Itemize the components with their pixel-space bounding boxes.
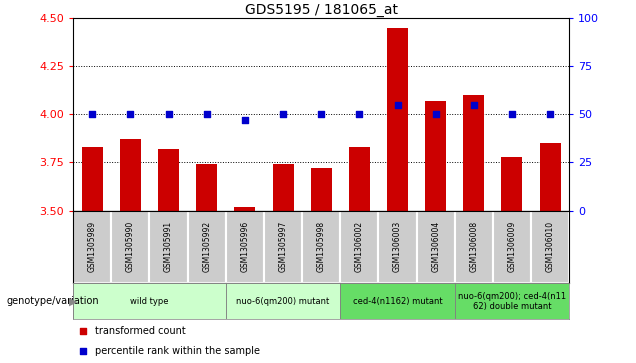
Text: wild type: wild type [130,297,169,306]
Bar [531,211,569,283]
Bar [120,139,141,211]
Bar [188,211,226,283]
Bar [540,143,561,211]
Bar [73,283,226,319]
Bar [235,207,256,211]
Text: GSM1306008: GSM1306008 [469,221,478,272]
Bar [463,95,485,211]
Point [316,111,326,117]
Text: GSM1305997: GSM1305997 [279,221,287,273]
Text: GSM1306004: GSM1306004 [431,221,440,273]
Point [78,348,88,354]
Text: GSM1306009: GSM1306009 [508,221,516,273]
Text: GSM1305991: GSM1305991 [164,221,173,272]
Bar [226,211,264,283]
Bar [226,283,340,319]
Point [87,111,97,117]
Text: GSM1306010: GSM1306010 [546,221,555,272]
Bar [417,211,455,283]
Bar [73,211,111,283]
Point [431,111,441,117]
Point [545,111,555,117]
Bar [197,164,218,211]
Point [392,102,403,107]
Text: GSM1305996: GSM1305996 [240,221,249,273]
Bar [149,211,188,283]
Text: GSM1305989: GSM1305989 [88,221,97,272]
Bar [387,28,408,211]
Point [163,111,174,117]
Bar [493,211,531,283]
Bar [455,211,493,283]
Text: GSM1306002: GSM1306002 [355,221,364,272]
Point [78,328,88,334]
Bar [455,283,569,319]
Text: GSM1305998: GSM1305998 [317,221,326,272]
Bar [425,101,446,211]
Bar [111,211,149,283]
Text: ▶: ▶ [69,296,78,306]
Bar [340,211,378,283]
Bar [349,147,370,211]
Bar [158,149,179,211]
Title: GDS5195 / 181065_at: GDS5195 / 181065_at [245,3,398,17]
Point [507,111,517,117]
Bar [81,147,103,211]
Bar [273,164,294,211]
Text: GSM1306003: GSM1306003 [393,221,402,273]
Point [354,111,364,117]
Bar [311,168,332,211]
Bar [501,157,523,211]
Text: GSM1305992: GSM1305992 [202,221,211,272]
Bar [378,211,417,283]
Text: ced-4(n1162) mutant: ced-4(n1162) mutant [353,297,442,306]
Point [202,111,212,117]
Point [278,111,288,117]
Point [240,117,250,123]
Text: nuo-6(qm200); ced-4(n11
62) double mutant: nuo-6(qm200); ced-4(n11 62) double mutan… [458,291,566,311]
Point [469,102,479,107]
Bar [264,211,302,283]
Bar [302,211,340,283]
Text: percentile rank within the sample: percentile rank within the sample [95,346,261,356]
Text: genotype/variation: genotype/variation [6,296,99,306]
Bar [340,283,455,319]
Text: transformed count: transformed count [95,326,186,336]
Text: nuo-6(qm200) mutant: nuo-6(qm200) mutant [237,297,329,306]
Text: GSM1305990: GSM1305990 [126,221,135,273]
Point [125,111,135,117]
